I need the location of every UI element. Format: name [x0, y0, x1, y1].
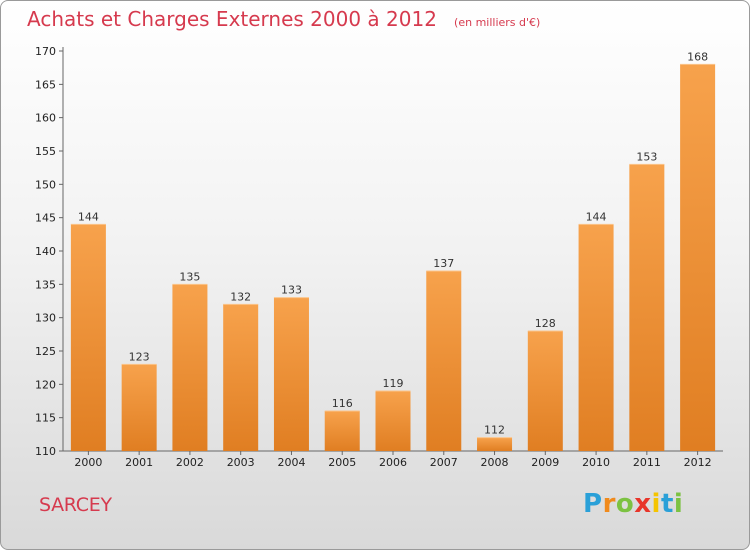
x-tick-label: 2006 — [379, 456, 407, 469]
x-tick-label: 2011 — [633, 456, 661, 469]
data-label: 128 — [535, 317, 556, 330]
y-tick-label: 160 — [35, 112, 56, 125]
y-tick-label: 120 — [35, 378, 56, 391]
bar — [477, 437, 513, 451]
y-tick-label: 130 — [35, 312, 56, 325]
data-label: 116 — [332, 397, 353, 410]
y-tick-label: 115 — [35, 412, 56, 425]
bar — [172, 284, 208, 451]
x-tick-label: 2003 — [227, 456, 255, 469]
logo-letter: P — [583, 489, 603, 519]
logo-letter: i — [673, 489, 684, 519]
y-tick-label: 135 — [35, 278, 56, 291]
bar — [121, 364, 157, 451]
logo-letter: o — [615, 489, 635, 519]
x-tick-label: 2010 — [582, 456, 610, 469]
proxiti-logo: Proxiti — [583, 489, 683, 519]
x-tick-label: 2008 — [481, 456, 509, 469]
x-tick-label: 2002 — [176, 456, 204, 469]
logo-letter: x — [634, 489, 652, 519]
bar — [680, 64, 716, 452]
logo-letter: r — [602, 489, 616, 519]
x-tick-label: 2004 — [277, 456, 305, 469]
bar — [426, 271, 462, 451]
data-label: 112 — [484, 424, 505, 437]
data-label: 168 — [687, 50, 708, 63]
data-label: 132 — [230, 290, 251, 303]
bar — [70, 224, 106, 451]
y-tick-label: 165 — [35, 78, 56, 91]
bar — [273, 297, 309, 451]
y-tick-label: 110 — [35, 445, 56, 458]
data-label: 133 — [281, 284, 302, 297]
data-label: 119 — [383, 377, 404, 390]
bar — [578, 224, 614, 451]
x-tick-label: 2000 — [74, 456, 102, 469]
bar — [375, 391, 411, 451]
y-tick-label: 140 — [35, 245, 56, 258]
logo-letter: i — [651, 489, 661, 519]
chart-subtitle: (en milliers d'€) — [454, 16, 541, 29]
y-tick-label: 125 — [35, 345, 56, 358]
y-tick-label: 170 — [35, 45, 56, 58]
y-tick-label: 155 — [35, 145, 56, 158]
data-label: 144 — [78, 210, 99, 223]
data-label: 135 — [179, 270, 200, 283]
data-label: 144 — [586, 210, 607, 223]
title-block: Achats et Charges Externes 2000 à 2012 (… — [27, 7, 540, 31]
data-label: 153 — [636, 150, 657, 163]
y-tick-label: 145 — [35, 212, 56, 225]
data-label: 137 — [433, 257, 454, 270]
bar — [223, 304, 259, 451]
chart-title: Achats et Charges Externes 2000 à 2012 — [27, 7, 437, 31]
x-tick-label: 2007 — [430, 456, 458, 469]
x-tick-label: 2012 — [684, 456, 712, 469]
x-tick-label: 2001 — [125, 456, 153, 469]
logo-letter: t — [660, 489, 674, 519]
place-name: SARCEY — [39, 494, 112, 516]
data-label: 123 — [129, 350, 150, 363]
x-tick-label: 2009 — [531, 456, 559, 469]
x-tick-label: 2005 — [328, 456, 356, 469]
bar — [527, 331, 563, 451]
y-tick-label: 150 — [35, 178, 56, 191]
bar — [629, 164, 665, 452]
bar — [324, 411, 360, 451]
